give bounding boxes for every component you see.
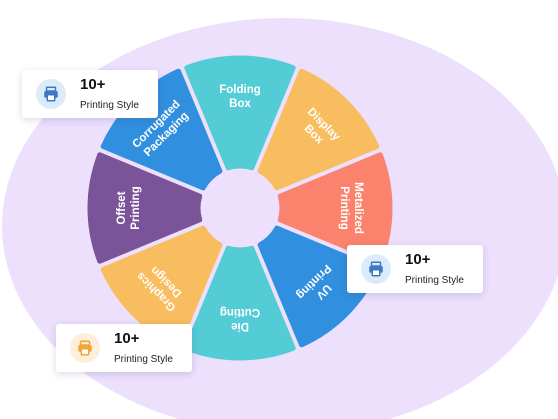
stat-label: Printing Style: [80, 100, 139, 111]
segment-label-line: Folding: [219, 84, 261, 96]
segment-label-line: Printing: [338, 186, 350, 229]
segment-corrugated-packaging: [100, 68, 223, 191]
stat-card-top-left: 10+ Printing Style: [22, 70, 158, 118]
segment-label-line: Box: [229, 98, 251, 110]
stat-card-bottom-left: 10+ Printing Style: [56, 324, 192, 372]
segment-die-cutting: [184, 245, 296, 361]
segment-label-line: Metalized: [352, 182, 364, 234]
stat-value: 10+: [405, 251, 431, 268]
stat-label: Printing Style: [114, 354, 173, 365]
stat-value: 10+: [80, 76, 106, 93]
segment-offset-printing: [87, 152, 203, 264]
printer-icon: [70, 333, 100, 363]
segment-label-line: Offset: [116, 191, 128, 224]
stat-value: 10+: [114, 330, 140, 347]
printer-icon-glyph: [44, 86, 58, 102]
segment-folding-box: [184, 55, 296, 171]
segment-display-box: [257, 68, 380, 191]
segment-metalized-printing: [277, 152, 393, 264]
segment-label-line: Cutting: [220, 306, 260, 318]
segment-label-folding-box: Folding Box: [219, 84, 261, 110]
printer-icon: [36, 79, 66, 109]
printer-icon-glyph: [78, 340, 92, 356]
segment-label-offset-printing: Offset Printing: [116, 186, 142, 229]
segment-label-metalized-printing: MetalizedPrinting: [338, 182, 364, 234]
printer-icon: [361, 254, 391, 284]
printer-icon-glyph: [369, 261, 383, 277]
segment-label-die-cutting: Die Cutting: [220, 306, 260, 332]
stat-label: Printing Style: [405, 275, 464, 286]
stat-card-right: 10+ Printing Style: [347, 245, 483, 293]
segment-label-line: Die: [231, 320, 249, 332]
segment-label-line: Printing: [130, 186, 142, 229]
